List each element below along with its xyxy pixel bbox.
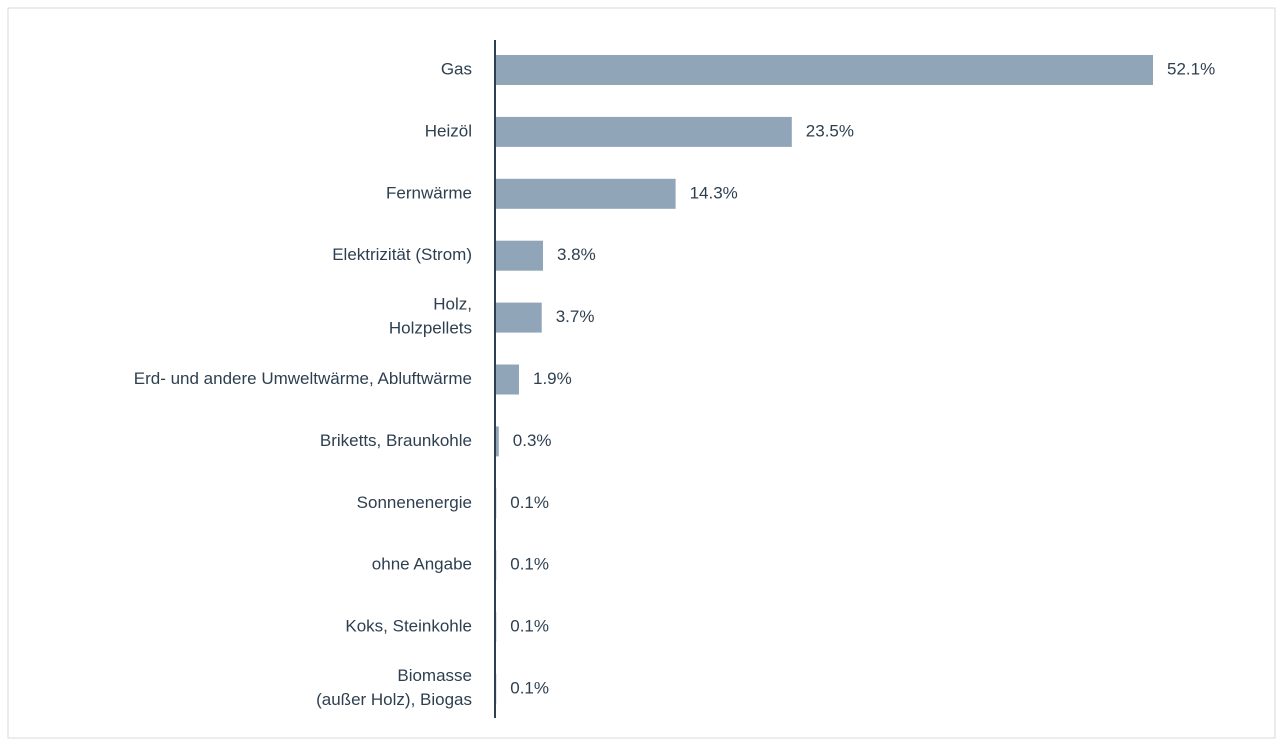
- bar: [495, 116, 792, 147]
- category-label: Briketts, Braunkohle: [320, 431, 472, 450]
- value-label: 0.1%: [510, 555, 549, 574]
- bar: [495, 426, 499, 457]
- category-label: Koks, Steinkohle: [345, 617, 472, 636]
- bar: [495, 178, 676, 209]
- value-label: 0.3%: [513, 431, 552, 450]
- bar: [495, 302, 542, 333]
- value-label: 52.1%: [1167, 59, 1215, 78]
- bar: [495, 240, 543, 271]
- value-label: 23.5%: [806, 121, 854, 140]
- value-label: 3.7%: [556, 307, 595, 326]
- bar: [495, 364, 519, 395]
- category-label: Gas: [441, 59, 472, 78]
- category-label: Elektrizität (Strom): [332, 245, 472, 264]
- category-label: Erd- und andere Umweltwärme, Abluftwärme: [134, 369, 472, 388]
- category-label: Biomasse (außer Holz), Biogas: [316, 666, 472, 709]
- value-label: 0.1%: [510, 493, 549, 512]
- category-label: Holz, Holzpellets: [389, 295, 472, 338]
- value-label: 14.3%: [690, 183, 738, 202]
- value-label: 0.1%: [510, 678, 549, 697]
- value-label: 3.8%: [557, 245, 596, 264]
- category-label: Heizöl: [425, 121, 472, 140]
- category-label: Sonnenenergie: [357, 493, 472, 512]
- category-label: Fernwärme: [386, 183, 472, 202]
- category-label: ohne Angabe: [372, 555, 472, 574]
- value-label: 0.1%: [510, 617, 549, 636]
- value-label: 1.9%: [533, 369, 572, 388]
- bar: [495, 55, 1154, 85]
